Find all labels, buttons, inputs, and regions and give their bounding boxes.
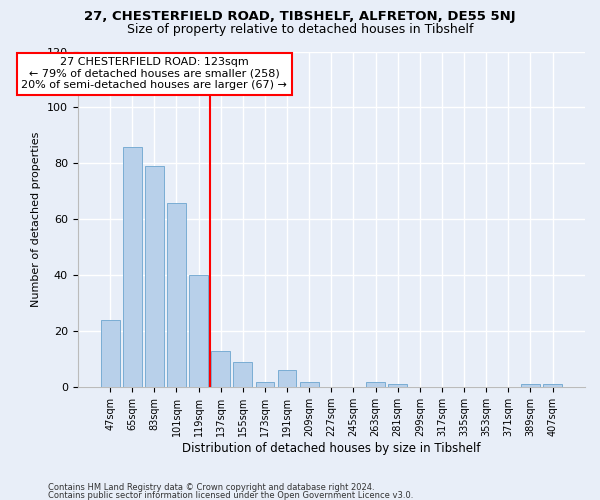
Bar bbox=[388, 384, 407, 387]
Text: 27 CHESTERFIELD ROAD: 123sqm
← 79% of detached houses are smaller (258)
20% of s: 27 CHESTERFIELD ROAD: 123sqm ← 79% of de… bbox=[22, 57, 287, 90]
Text: Contains HM Land Registry data © Crown copyright and database right 2024.: Contains HM Land Registry data © Crown c… bbox=[48, 484, 374, 492]
Text: Size of property relative to detached houses in Tibshelf: Size of property relative to detached ho… bbox=[127, 22, 473, 36]
Bar bbox=[233, 362, 252, 387]
Text: Contains public sector information licensed under the Open Government Licence v3: Contains public sector information licen… bbox=[48, 491, 413, 500]
Bar bbox=[300, 382, 319, 387]
Bar bbox=[145, 166, 164, 387]
Bar bbox=[256, 382, 274, 387]
Bar bbox=[123, 146, 142, 387]
Y-axis label: Number of detached properties: Number of detached properties bbox=[31, 132, 41, 307]
Text: 27, CHESTERFIELD ROAD, TIBSHELF, ALFRETON, DE55 5NJ: 27, CHESTERFIELD ROAD, TIBSHELF, ALFRETO… bbox=[84, 10, 516, 23]
Bar bbox=[521, 384, 540, 387]
Bar bbox=[167, 202, 186, 387]
X-axis label: Distribution of detached houses by size in Tibshelf: Distribution of detached houses by size … bbox=[182, 442, 481, 455]
Bar bbox=[101, 320, 119, 387]
Bar bbox=[278, 370, 296, 387]
Bar bbox=[211, 351, 230, 387]
Bar bbox=[366, 382, 385, 387]
Bar bbox=[189, 276, 208, 387]
Bar bbox=[543, 384, 562, 387]
